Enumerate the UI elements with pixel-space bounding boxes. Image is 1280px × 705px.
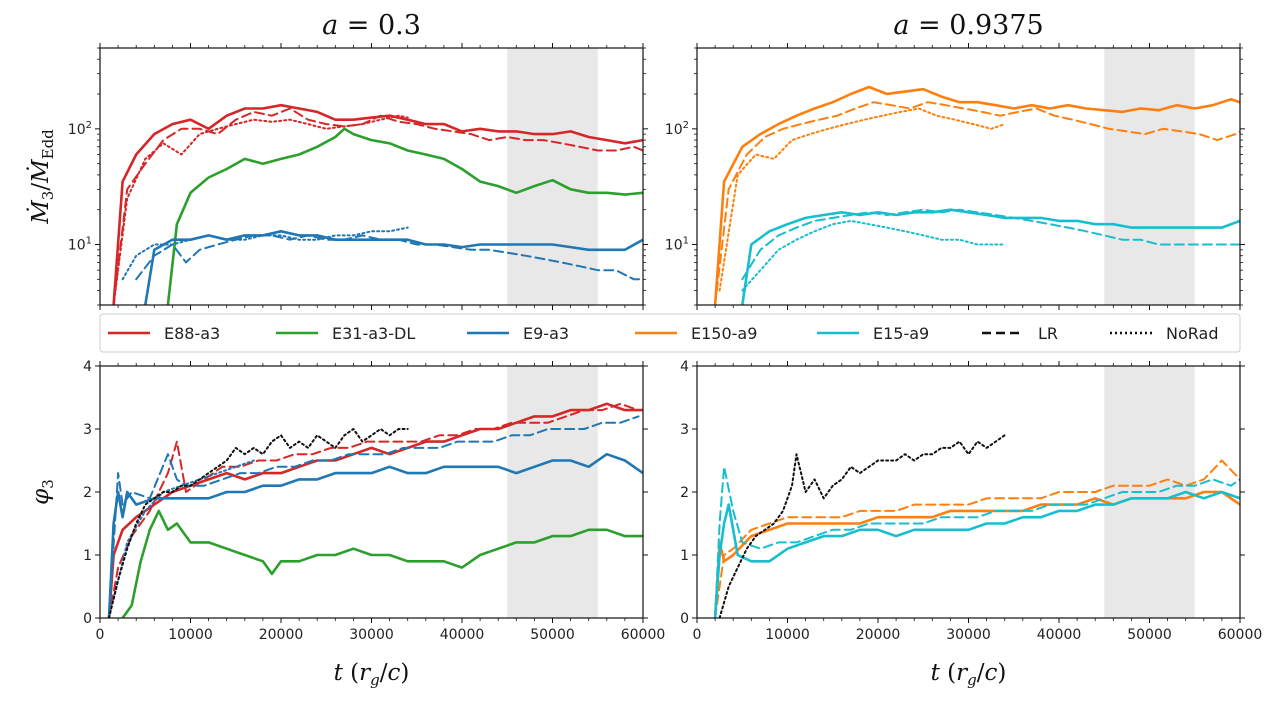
legend-label: E88-a3 [164, 324, 220, 343]
y-tick-label: 0 [83, 611, 92, 627]
panel-title: a = 0.3 [322, 10, 421, 41]
series-line-e15-a9 [713, 490, 1240, 618]
x-tick-label: 40000 [440, 627, 485, 643]
y-tick-label: 2 [83, 485, 92, 501]
y-tick-label: 101 [68, 236, 92, 254]
series-line-e150-a9-norad [718, 107, 1006, 292]
series-line-e15-a9-lr [741, 208, 1240, 281]
series-line-e15-a9-lr [714, 465, 1240, 618]
x-tick-label: 50000 [1127, 627, 1172, 643]
y-tick-label: 0 [680, 611, 689, 627]
series-line-norad [108, 428, 409, 618]
panel-top-right: 101 102 a = 0.9375 [665, 10, 1245, 310]
series-line-e150-a9 [713, 85, 1240, 305]
panel-bottom-left: 0 1 2 3 4 0 10000 20000 30000 40000 50000 60000 φ3 t … [28, 359, 665, 689]
y-axis-label: φ3 [28, 479, 57, 505]
shaded-region [507, 48, 598, 305]
series-line-e88-a3 [107, 402, 643, 618]
x-tick-label: 60000 [1218, 627, 1263, 643]
x-axis-label: t (rg/c) [334, 660, 410, 689]
x-tick-label: 20000 [259, 627, 304, 643]
series-line-e31-a3-dl [121, 509, 643, 618]
y-tick-label: 101 [665, 236, 689, 254]
y-tick-label: 2 [680, 485, 689, 501]
legend-label: E9-a3 [523, 324, 569, 343]
y-tick-label: 3 [83, 422, 92, 438]
legend-label: E31-a3-DL [332, 324, 415, 343]
y-tick-label: 3 [680, 422, 689, 438]
x-tick-label: 50000 [530, 627, 575, 643]
x-tick-label: 10000 [765, 627, 810, 643]
x-tick-label: 0 [693, 627, 702, 643]
series-line-e31-a3-dl [166, 127, 643, 305]
x-tick-label: 30000 [946, 627, 991, 643]
y-tick-label: 4 [83, 359, 92, 375]
y-tick-label: 102 [68, 120, 92, 138]
y-tick-label: 4 [680, 359, 689, 375]
x-tick-label: 20000 [856, 627, 901, 643]
series-line-e15-a9-norad [741, 219, 1006, 292]
legend: E88-a3 E31-a3-DL E9-a3 E150-a9 E15-a9 LR NoRad [99, 313, 1241, 353]
series-line-e88-a3-lr [112, 107, 643, 305]
panel-bottom-right: 0 1 2 3 4 0 10000 20000 30000 40000 50000 60000 t (r… [680, 359, 1262, 689]
x-axis-label: t (rg/c) [931, 660, 1007, 689]
x-tick-label: 40000 [1037, 627, 1082, 643]
shaded-region [1104, 48, 1195, 305]
legend-label: NoRad [1166, 324, 1218, 343]
series-line-e9-a3 [107, 452, 643, 618]
shaded-region [507, 366, 598, 618]
x-tick-label: 60000 [621, 627, 666, 643]
y-tick-label: 1 [680, 548, 689, 564]
series-line-e9-a3-lr [108, 415, 640, 618]
series-line-e15-a9 [741, 208, 1240, 305]
series-line-norad [718, 434, 1006, 618]
y-axis-label: Ṁ3/ṀEdd [27, 129, 57, 225]
series-line-e88-a3-lr [108, 402, 640, 618]
series-line-e88-a3-norad [112, 114, 409, 305]
series-line-e150-a9-lr [714, 101, 1240, 305]
legend-label: LR [1038, 324, 1058, 343]
y-tick-label: 102 [665, 120, 689, 138]
x-tick-label: 30000 [349, 627, 394, 643]
series-line-e9-a3-lr [135, 234, 643, 281]
legend-label: E150-a9 [691, 324, 757, 343]
x-tick-label: 10000 [168, 627, 213, 643]
panel-title: a = 0.9375 [893, 10, 1043, 41]
panel-top-left: 101 102 a = 0.3 Ṁ3/ṀEdd [27, 10, 648, 310]
x-tick-label: 0 [96, 627, 105, 643]
series-line-e150-a9-lr [714, 459, 1240, 618]
series-line-e88-a3 [112, 103, 643, 305]
series-line-e9-a3-norad [121, 226, 409, 281]
y-tick-label: 1 [83, 548, 92, 564]
legend-label: E15-a9 [873, 324, 929, 343]
